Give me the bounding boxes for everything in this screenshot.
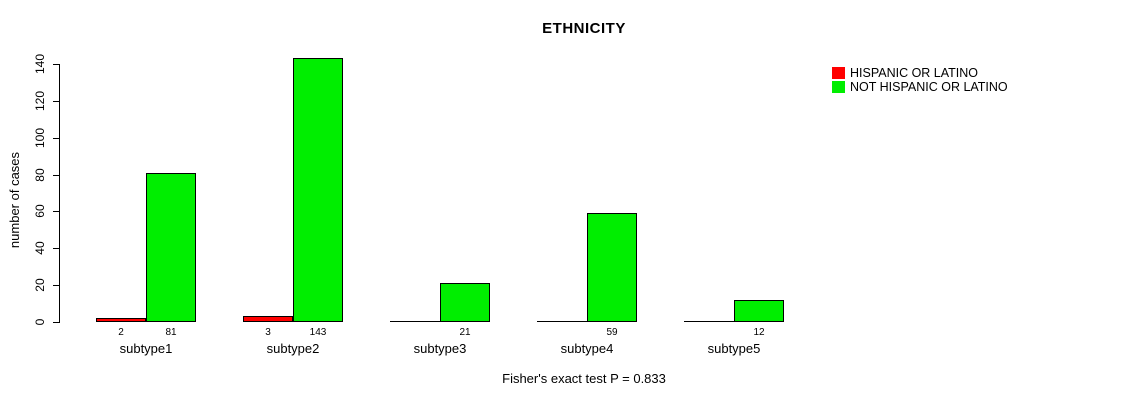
category-label: subtype1	[119, 341, 173, 356]
y-tick-mark	[53, 322, 59, 323]
y-tick-label: 60	[33, 204, 47, 218]
category-label: subtype2	[266, 341, 320, 356]
bar-value-label: 12	[753, 327, 765, 338]
bar-value-label: 59	[606, 327, 618, 338]
y-tick-label: 40	[33, 241, 47, 255]
legend-item-label: NOT HISPANIC OR LATINO	[850, 80, 1008, 94]
legend-swatch	[832, 81, 845, 93]
y-axis-line	[59, 64, 60, 323]
category-label: subtype3	[413, 341, 467, 356]
y-tick-label: 80	[33, 168, 47, 182]
y-tick-label: 20	[33, 278, 47, 292]
y-tick-mark	[53, 175, 59, 176]
bar-value-label: 81	[165, 327, 177, 338]
y-tick-mark	[53, 101, 59, 102]
y-tick-mark	[53, 138, 59, 139]
legend-item: NOT HISPANIC OR LATINO	[832, 80, 1008, 94]
bar-not-hispanic	[146, 173, 196, 322]
y-tick-mark	[53, 248, 59, 249]
bar-zero-hispanic	[537, 321, 587, 322]
bar-not-hispanic	[734, 300, 784, 322]
category-label: subtype5	[707, 341, 761, 356]
y-axis-title: number of cases	[7, 151, 22, 249]
legend-item: HISPANIC OR LATINO	[832, 66, 1008, 80]
bar-zero-hispanic	[684, 321, 734, 322]
y-tick-label: 140	[33, 53, 47, 75]
y-tick-label: 100	[33, 127, 47, 149]
bar-not-hispanic	[440, 283, 490, 322]
bar-value-label: 21	[459, 327, 471, 338]
y-tick-mark	[53, 211, 59, 212]
bar-not-hispanic	[587, 213, 637, 322]
y-tick-label: 120	[33, 90, 47, 112]
legend-swatch	[832, 67, 845, 79]
y-tick-mark	[53, 64, 59, 65]
bar-zero-hispanic	[390, 321, 440, 322]
y-tick-label: 0	[33, 318, 47, 326]
bar-value-label: 143	[309, 327, 327, 338]
bar-hispanic	[243, 316, 293, 322]
annotation-text: Fisher's exact test P = 0.833	[502, 371, 666, 386]
legend: HISPANIC OR LATINO NOT HISPANIC OR LATINO	[832, 66, 1008, 94]
bar-value-label: 3	[265, 327, 271, 338]
bar-not-hispanic	[293, 58, 343, 322]
legend-item-label: HISPANIC OR LATINO	[850, 66, 979, 80]
bar-hispanic	[96, 318, 146, 322]
category-label: subtype4	[560, 341, 614, 356]
bar-value-label: 2	[118, 327, 124, 338]
y-tick-mark	[53, 285, 59, 286]
chart-title: ETHNICITY	[542, 20, 626, 37]
